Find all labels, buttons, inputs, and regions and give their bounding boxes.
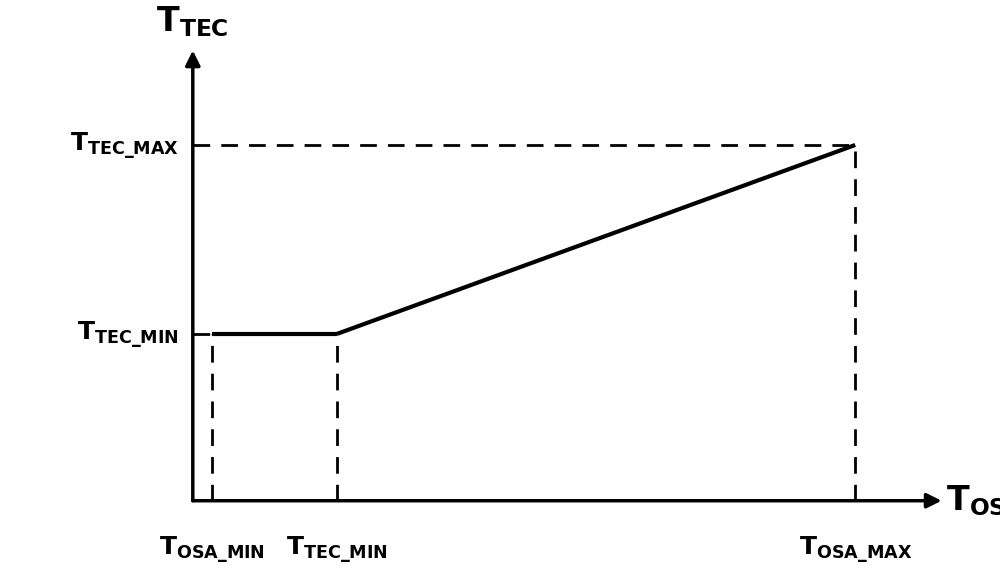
Text: $\mathbf{T_{OSA\_MIN}}$: $\mathbf{T_{OSA\_MIN}}$ [159,534,265,564]
Text: $\mathbf{T_{TEC\_MAX}}$: $\mathbf{T_{TEC\_MAX}}$ [70,130,178,160]
Text: $\mathbf{T_{TEC\_MIN}}$: $\mathbf{T_{TEC\_MIN}}$ [286,534,388,564]
Text: $\mathbf{T_{OSA}}$: $\mathbf{T_{OSA}}$ [946,483,1000,518]
Text: $\mathbf{T_{TEC\_MIN}}$: $\mathbf{T_{TEC\_MIN}}$ [77,319,178,349]
Text: $\mathbf{T_{OSA\_MAX}}$: $\mathbf{T_{OSA\_MAX}}$ [799,534,912,564]
Text: $\mathbf{T_{TEC}}$: $\mathbf{T_{TEC}}$ [156,5,229,39]
